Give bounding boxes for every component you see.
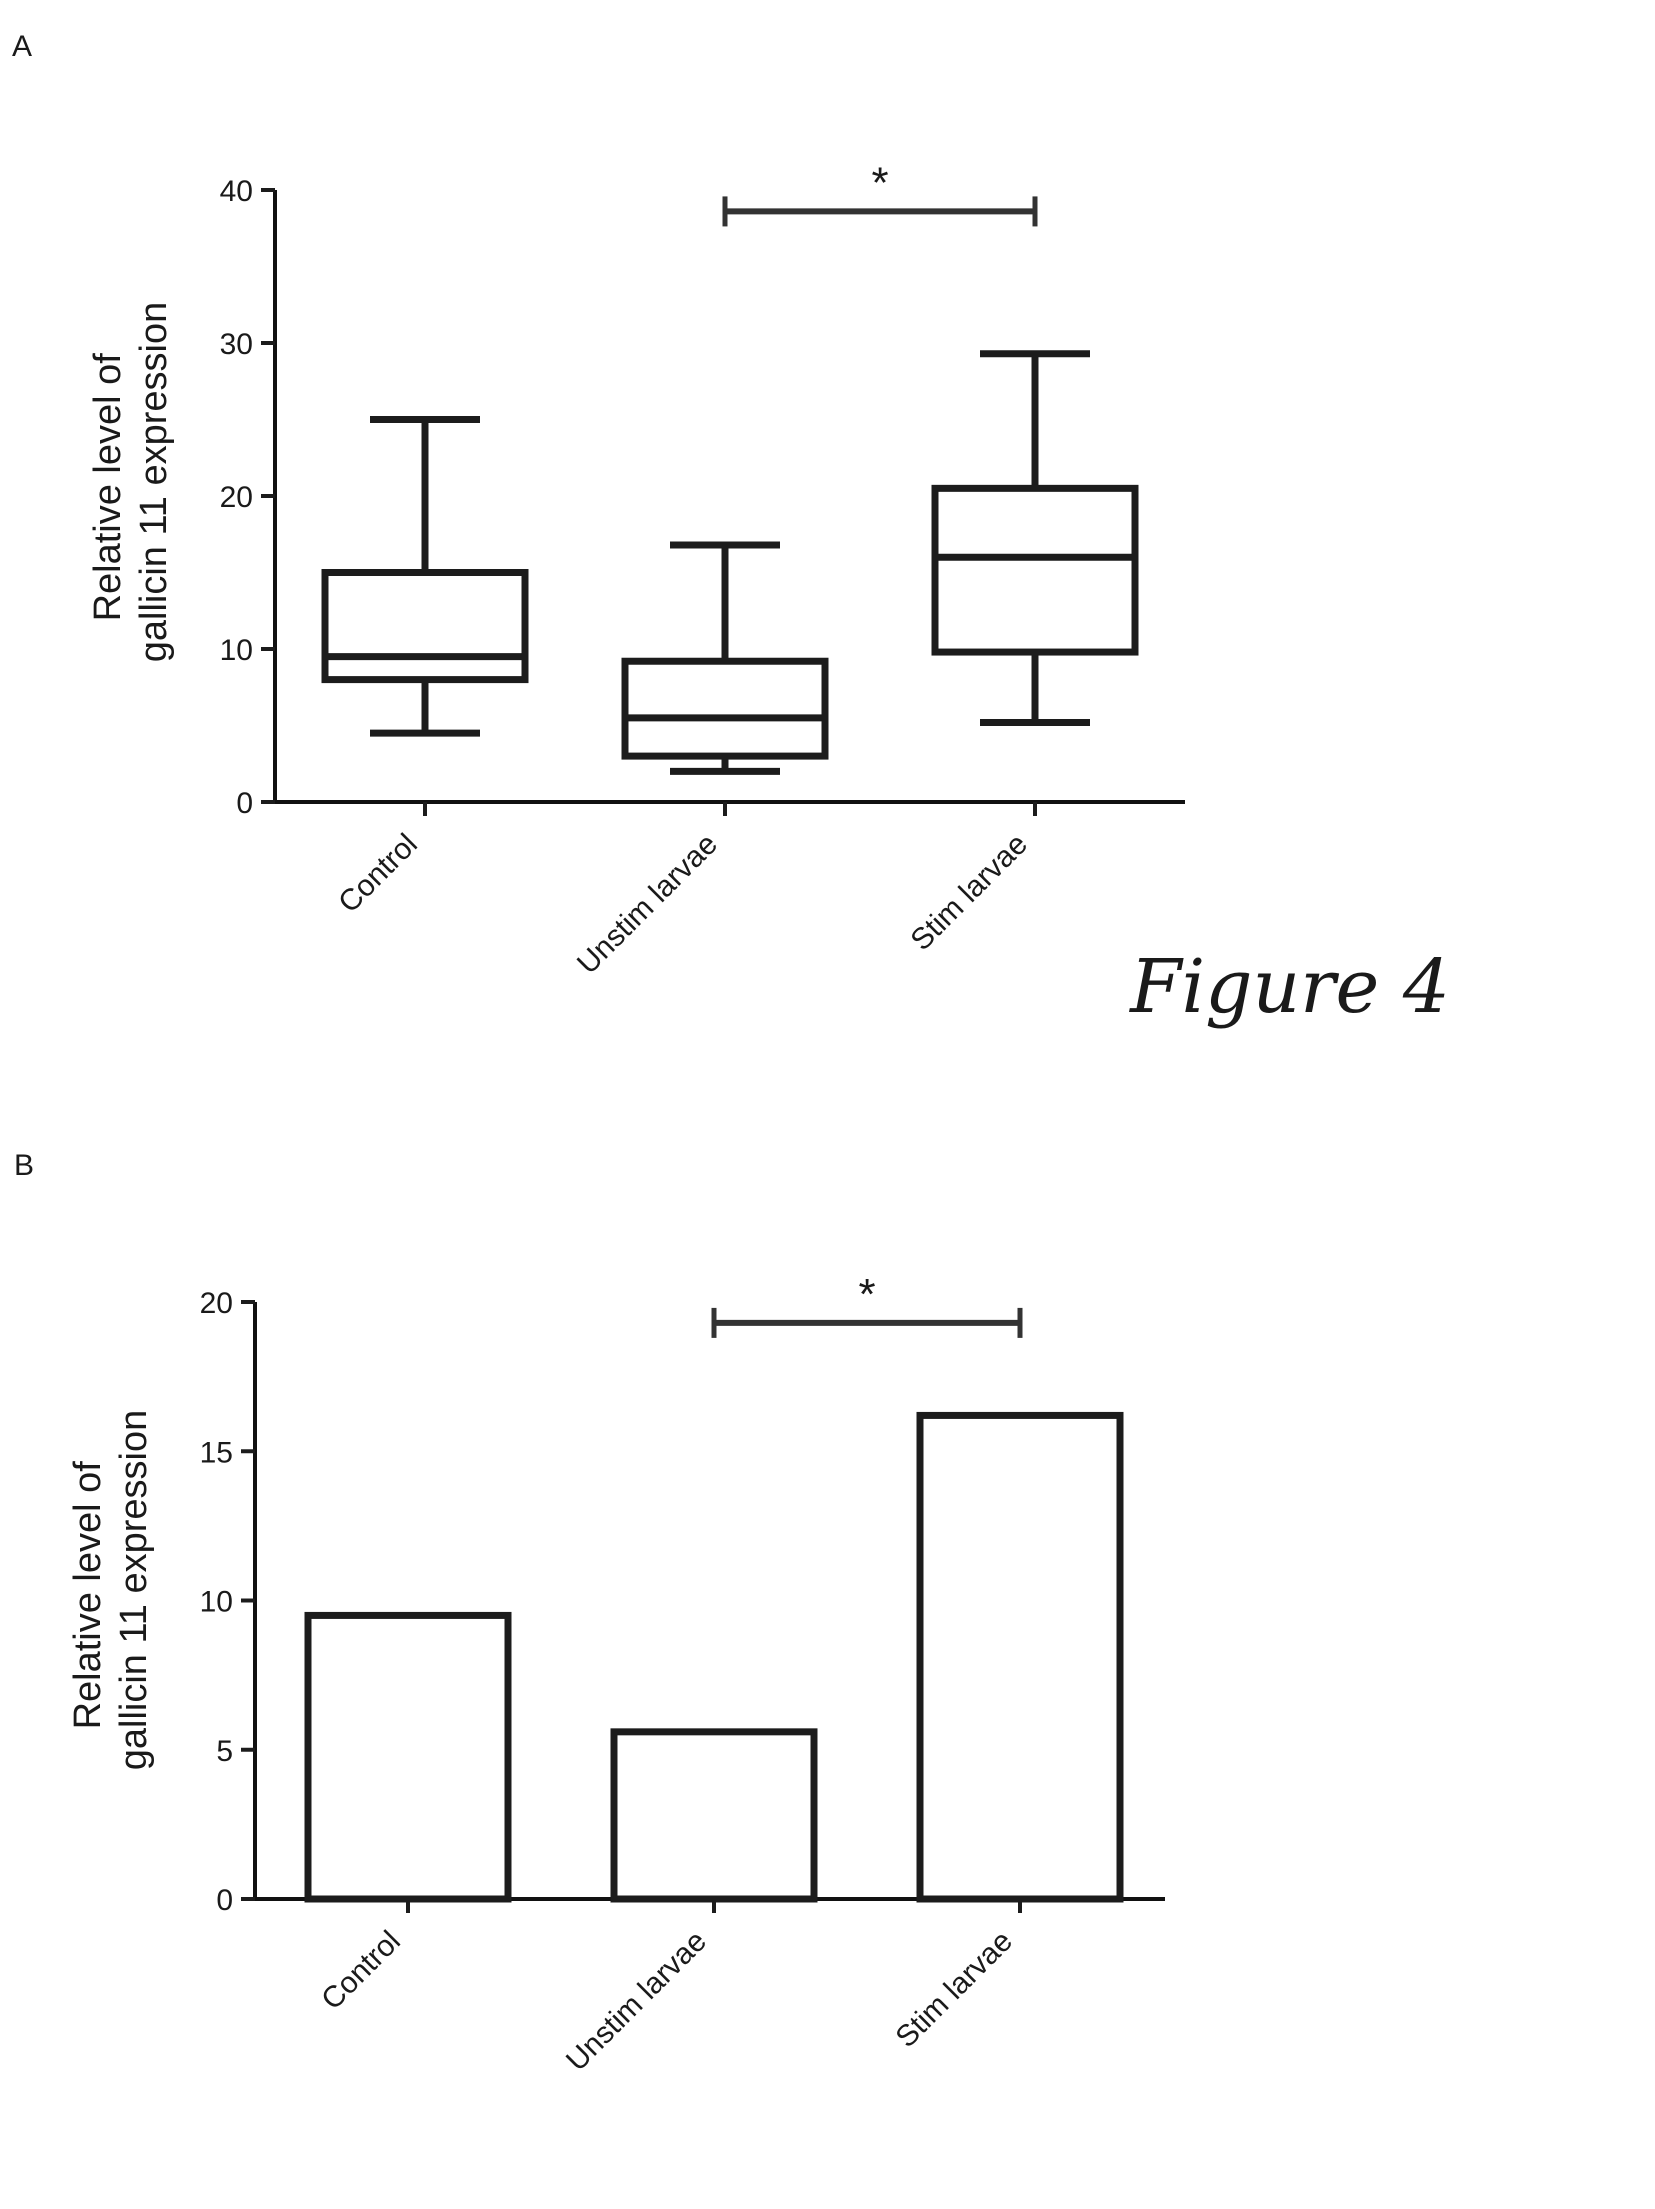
category-label: Unstim larvae <box>571 828 724 981</box>
panel-b-category-labels: Control Unstim larvae Stim larvae <box>315 1925 1019 2078</box>
y-tick-label: 30 <box>220 328 253 361</box>
panel-a-boxes <box>321 350 1139 775</box>
y-tick-label: 10 <box>200 1586 233 1619</box>
y-tick-label: 20 <box>200 1287 233 1320</box>
y-tick-label: 5 <box>216 1735 233 1768</box>
panel-a-letter: A <box>12 30 32 63</box>
category-label: Control <box>315 1925 407 2017</box>
category-label: Control <box>332 828 424 920</box>
panel-a-y-ticks: 0 10 20 30 40 <box>220 175 275 820</box>
panel-b-y-axis-label: Relative level of gallicin 11 expression <box>67 1410 155 1771</box>
y-tick-label: 0 <box>216 1884 233 1917</box>
bar <box>916 1411 1124 1903</box>
panel-b-significance: * <box>711 1270 1023 1338</box>
panel-a-box-plot: A 0 10 20 30 40 Control Unstim larvae Stim lar… <box>12 30 1185 981</box>
figure-caption: Figure 4 <box>1128 944 1450 1030</box>
panel-a-y-axis-label: Relative level of gallicin 11 expression <box>87 302 175 663</box>
category-label: Stim larvae <box>890 1925 1019 2054</box>
y-tick-label: 40 <box>220 175 253 208</box>
panel-a-significance: * <box>722 158 1038 227</box>
y-tick-label: 0 <box>236 787 253 820</box>
iqr-box <box>931 484 1139 656</box>
bar <box>304 1611 512 1903</box>
iqr-box <box>321 569 529 684</box>
panel-b-bars <box>304 1411 1124 1903</box>
panel-b-bar-chart: B 0 5 10 15 20 Control Unstim larvae Stim larv… <box>14 1149 1165 2078</box>
significance-star: * <box>858 1270 875 1319</box>
y-tick-label: 20 <box>220 481 253 514</box>
significance-star: * <box>871 158 888 207</box>
panel-a-category-labels: Control Unstim larvae Stim larvae <box>332 828 1034 981</box>
y-tick-label: 10 <box>220 634 253 667</box>
bar <box>610 1728 818 1903</box>
panel-b-y-ticks: 0 5 10 15 20 <box>200 1287 255 1917</box>
category-label: Unstim larvae <box>560 1925 713 2078</box>
y-tick-label: 15 <box>200 1436 233 1469</box>
category-label: Stim larvae <box>905 828 1034 957</box>
panel-b-letter: B <box>14 1149 34 1182</box>
panel-a-x-ticks <box>423 802 1037 816</box>
iqr-box <box>621 657 829 760</box>
